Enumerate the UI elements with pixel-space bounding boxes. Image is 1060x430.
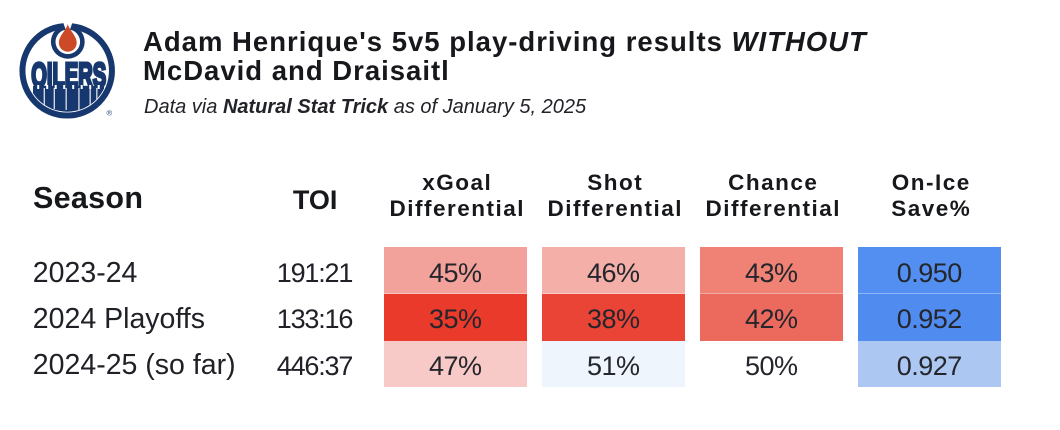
svg-text:®: ® [107, 109, 113, 118]
